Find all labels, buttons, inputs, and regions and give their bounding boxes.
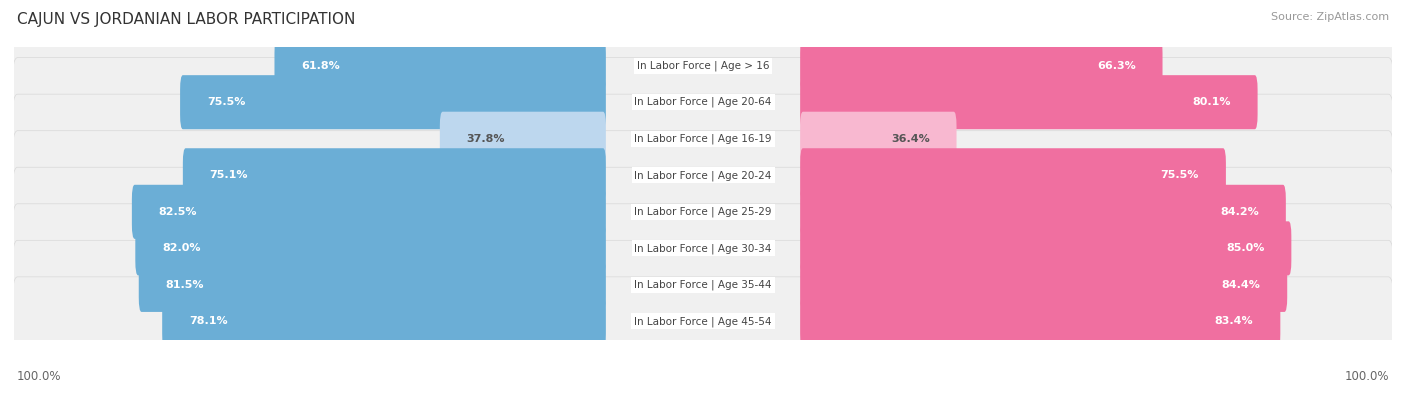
Text: 85.0%: 85.0% bbox=[1226, 243, 1264, 253]
Text: In Labor Force | Age 30-34: In Labor Force | Age 30-34 bbox=[634, 243, 772, 254]
Text: 75.5%: 75.5% bbox=[1161, 170, 1199, 180]
FancyBboxPatch shape bbox=[13, 204, 1393, 293]
FancyBboxPatch shape bbox=[800, 185, 1286, 239]
Text: In Labor Force | Age 16-19: In Labor Force | Age 16-19 bbox=[634, 134, 772, 144]
FancyBboxPatch shape bbox=[800, 294, 1281, 348]
Text: 66.3%: 66.3% bbox=[1097, 61, 1136, 71]
Text: 82.0%: 82.0% bbox=[162, 243, 201, 253]
Text: In Labor Force | Age 45-54: In Labor Force | Age 45-54 bbox=[634, 316, 772, 327]
FancyBboxPatch shape bbox=[274, 39, 606, 93]
Text: 75.5%: 75.5% bbox=[207, 97, 245, 107]
Text: 80.1%: 80.1% bbox=[1192, 97, 1230, 107]
FancyBboxPatch shape bbox=[800, 258, 1288, 312]
Text: 36.4%: 36.4% bbox=[891, 134, 929, 144]
Text: 100.0%: 100.0% bbox=[17, 370, 62, 383]
FancyBboxPatch shape bbox=[800, 112, 956, 166]
Text: 75.1%: 75.1% bbox=[209, 170, 249, 180]
FancyBboxPatch shape bbox=[800, 75, 1257, 129]
Text: In Labor Force | Age 35-44: In Labor Force | Age 35-44 bbox=[634, 280, 772, 290]
Text: 83.4%: 83.4% bbox=[1215, 316, 1254, 326]
Text: 37.8%: 37.8% bbox=[467, 134, 505, 144]
FancyBboxPatch shape bbox=[162, 294, 606, 348]
FancyBboxPatch shape bbox=[13, 240, 1393, 329]
FancyBboxPatch shape bbox=[135, 221, 606, 275]
FancyBboxPatch shape bbox=[13, 167, 1393, 256]
Text: 78.1%: 78.1% bbox=[188, 316, 228, 326]
Text: 84.2%: 84.2% bbox=[1220, 207, 1258, 217]
FancyBboxPatch shape bbox=[800, 39, 1163, 93]
Text: Source: ZipAtlas.com: Source: ZipAtlas.com bbox=[1271, 12, 1389, 22]
Text: 81.5%: 81.5% bbox=[166, 280, 204, 290]
Text: In Labor Force | Age 20-24: In Labor Force | Age 20-24 bbox=[634, 170, 772, 181]
Text: In Labor Force | Age 20-64: In Labor Force | Age 20-64 bbox=[634, 97, 772, 107]
Text: In Labor Force | Age 25-29: In Labor Force | Age 25-29 bbox=[634, 207, 772, 217]
Text: 84.4%: 84.4% bbox=[1222, 280, 1260, 290]
Text: CAJUN VS JORDANIAN LABOR PARTICIPATION: CAJUN VS JORDANIAN LABOR PARTICIPATION bbox=[17, 12, 356, 27]
FancyBboxPatch shape bbox=[180, 75, 606, 129]
FancyBboxPatch shape bbox=[440, 112, 606, 166]
FancyBboxPatch shape bbox=[13, 277, 1393, 366]
FancyBboxPatch shape bbox=[13, 21, 1393, 110]
Text: 82.5%: 82.5% bbox=[159, 207, 197, 217]
Text: In Labor Force | Age > 16: In Labor Force | Age > 16 bbox=[637, 60, 769, 71]
Text: 61.8%: 61.8% bbox=[301, 61, 340, 71]
Text: 100.0%: 100.0% bbox=[1344, 370, 1389, 383]
FancyBboxPatch shape bbox=[800, 148, 1226, 202]
FancyBboxPatch shape bbox=[139, 258, 606, 312]
FancyBboxPatch shape bbox=[183, 148, 606, 202]
FancyBboxPatch shape bbox=[132, 185, 606, 239]
FancyBboxPatch shape bbox=[800, 221, 1291, 275]
FancyBboxPatch shape bbox=[13, 131, 1393, 220]
FancyBboxPatch shape bbox=[13, 58, 1393, 147]
FancyBboxPatch shape bbox=[13, 94, 1393, 183]
